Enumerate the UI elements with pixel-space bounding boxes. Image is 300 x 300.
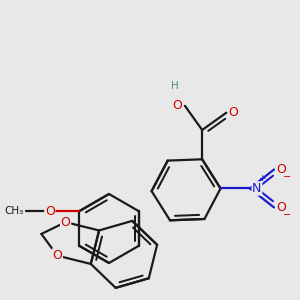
Text: O: O xyxy=(229,106,238,119)
Text: H: H xyxy=(171,81,178,91)
Text: O: O xyxy=(276,201,286,214)
Text: O: O xyxy=(45,205,55,218)
Text: O: O xyxy=(52,249,62,262)
Text: O: O xyxy=(276,163,286,176)
Text: CH₃: CH₃ xyxy=(4,206,23,216)
Text: +: + xyxy=(258,173,266,182)
Text: O: O xyxy=(173,99,182,112)
Text: N: N xyxy=(252,182,262,195)
Text: −: − xyxy=(283,172,291,182)
Text: O: O xyxy=(61,216,70,229)
Text: −: − xyxy=(283,210,291,220)
